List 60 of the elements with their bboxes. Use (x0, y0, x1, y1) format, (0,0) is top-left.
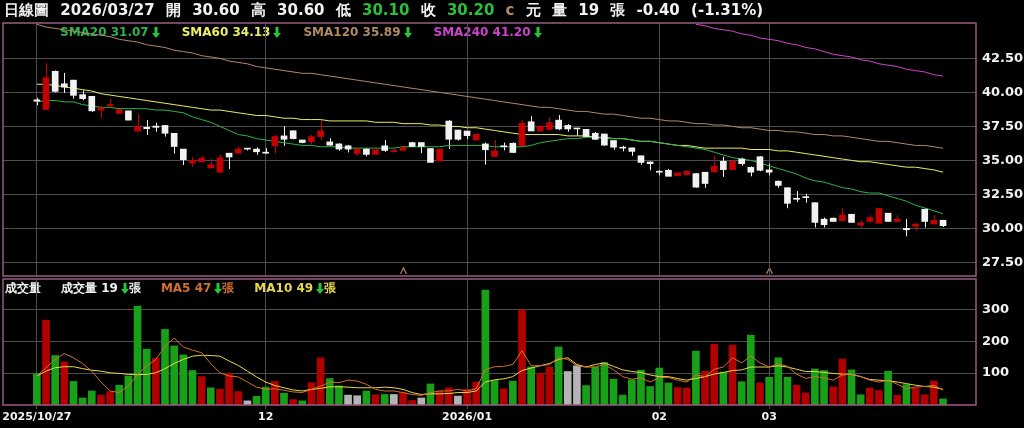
candlestick (216, 154, 224, 174)
candlestick (317, 118, 324, 141)
x-tick-label: 02 (651, 410, 667, 424)
bar (527, 366, 535, 405)
y-tick-label: 27.50 (982, 253, 1024, 269)
bar (893, 395, 902, 405)
candlestick (518, 119, 526, 148)
bar (518, 309, 526, 405)
bar (682, 387, 691, 405)
candlestick (784, 187, 791, 209)
text: MA5 47 張 (160, 281, 235, 295)
chart-title: 日線圖 2026/03/27 開 30.60 高 30.60 低 30.10 收 30.20 c 元 量 19 張 -0.40 (-1.31%) (4, 1, 764, 19)
y-tick-label: 200 (982, 332, 1010, 348)
x-tick-label: 03 (761, 410, 777, 424)
bar (60, 361, 69, 405)
y-tick-label: 100 (982, 364, 1010, 380)
candlestick (720, 156, 727, 178)
annotation: 成交量 19 張 (61, 281, 141, 295)
candlestick (271, 134, 279, 155)
bar (756, 382, 764, 405)
x-tick-label: 2026/01 (442, 410, 493, 424)
bar (142, 348, 151, 405)
bar (380, 394, 389, 405)
y-tick-label: 30.00 (982, 219, 1024, 235)
bar (801, 392, 810, 405)
text: MA10 49 張 (254, 281, 337, 295)
candlestick (61, 72, 68, 94)
x-tick-label: 2025/10/27 (2, 410, 72, 424)
bar (692, 350, 700, 405)
text: SMA240 41.20 (433, 25, 531, 39)
candlestick (811, 202, 819, 228)
bar (390, 394, 398, 405)
bar (499, 388, 508, 405)
bar (33, 373, 41, 405)
bar (42, 319, 50, 405)
y-tick-label: 35.00 (982, 151, 1024, 167)
bar (454, 395, 462, 405)
candlestick (170, 132, 178, 155)
y-tick-label: 40.00 (982, 83, 1024, 99)
bar (261, 386, 270, 405)
bar (152, 357, 160, 405)
bar (51, 355, 59, 405)
bar (509, 380, 517, 405)
y-tick-label: 37.50 (982, 117, 1024, 133)
candlestick (445, 119, 453, 150)
bar (87, 390, 96, 405)
text: SMA120 35.89 (303, 25, 401, 39)
y-tick-label: 42.50 (982, 49, 1024, 65)
bar (536, 373, 545, 405)
y-tick-label: 32.50 (982, 185, 1024, 201)
bar (206, 387, 215, 405)
bar (884, 370, 892, 405)
bar (115, 384, 124, 405)
candlestick (482, 142, 489, 166)
bar (829, 386, 838, 405)
x-tick-label: 12 (258, 410, 274, 424)
text: SMA60 34.13 (181, 25, 271, 39)
bar (280, 392, 288, 405)
bar (289, 399, 297, 405)
y-tick-label: 300 (982, 300, 1010, 316)
